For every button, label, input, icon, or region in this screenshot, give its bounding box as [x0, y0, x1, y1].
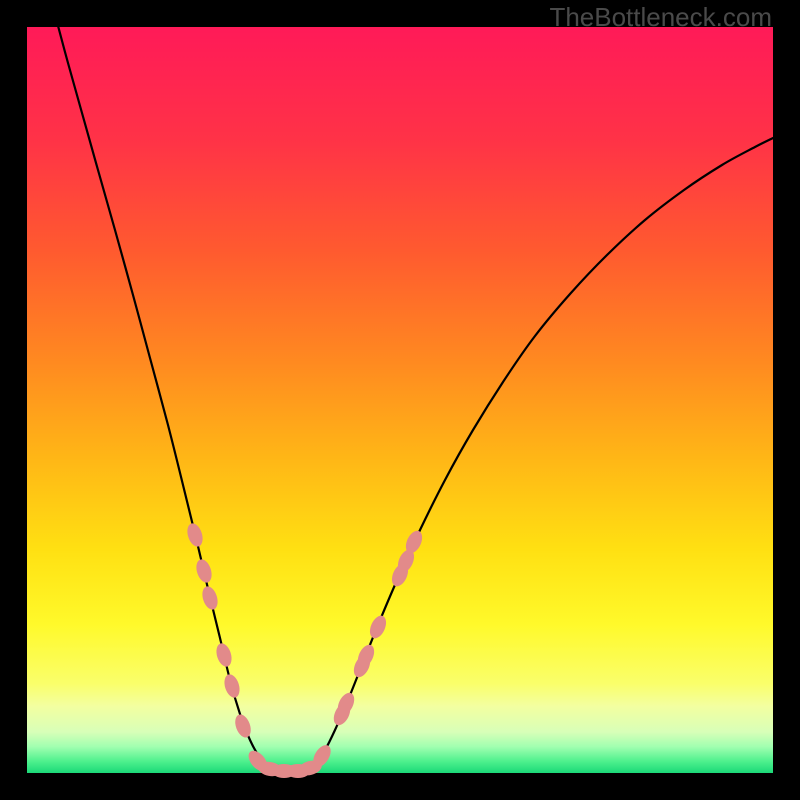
watermark-text: TheBottleneck.com [549, 2, 772, 33]
plot-area [27, 27, 773, 773]
chart-root: TheBottleneck.com [0, 0, 800, 800]
